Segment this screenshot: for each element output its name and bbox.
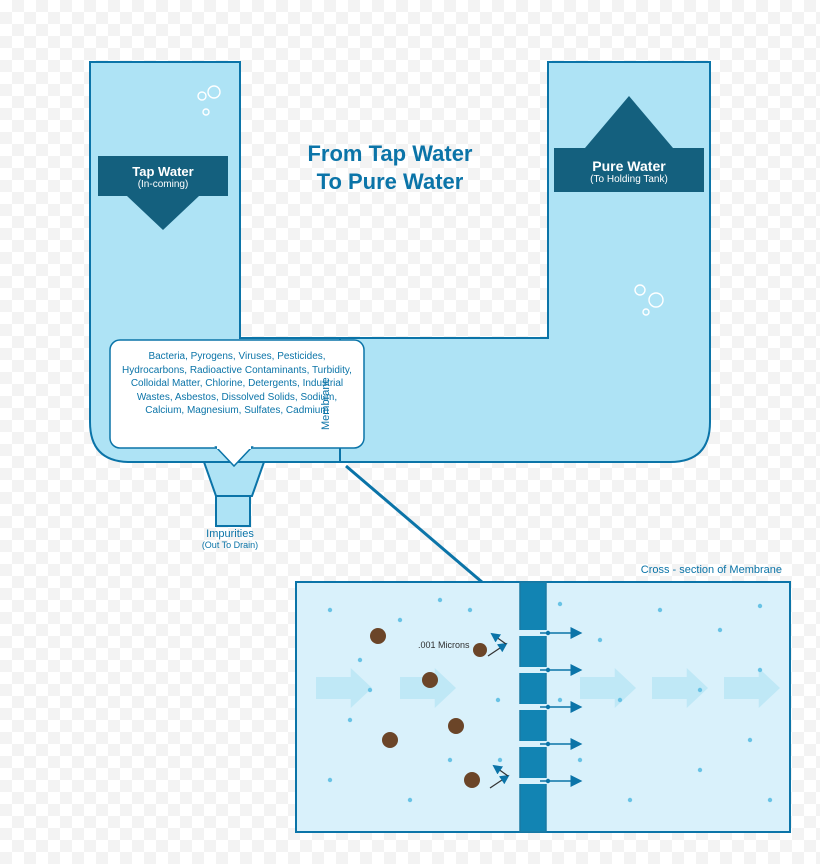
pure-sub: (To Holding Tank) (560, 174, 698, 185)
impurities-label: Impurities (Out To Drain) (170, 528, 290, 550)
cross-section-label: Cross - section of Membrane (641, 564, 782, 576)
tap-sub: (In-coming) (104, 179, 222, 190)
diagram-svg (0, 0, 820, 864)
pure-title: Pure Water (560, 158, 698, 174)
membrane-label: Membrane (320, 377, 332, 430)
tap-water-label: Tap Water (In-coming) (104, 164, 222, 190)
microns-label: .001 Microns (418, 640, 470, 650)
contaminants-list: Bacteria, Pyrogens, Viruses, Pesticides,… (122, 350, 352, 418)
tap-title: Tap Water (104, 164, 222, 179)
title-line1: From Tap Water (240, 140, 540, 168)
title-line2: To Pure Water (240, 168, 540, 196)
main-title: From Tap Water To Pure Water (240, 140, 540, 195)
impurities-title: Impurities (170, 528, 290, 540)
diagram-stage: From Tap Water To Pure Water Tap Water (… (0, 0, 820, 864)
pure-water-label: Pure Water (To Holding Tank) (560, 158, 698, 185)
impurities-sub: (Out To Drain) (170, 540, 290, 550)
